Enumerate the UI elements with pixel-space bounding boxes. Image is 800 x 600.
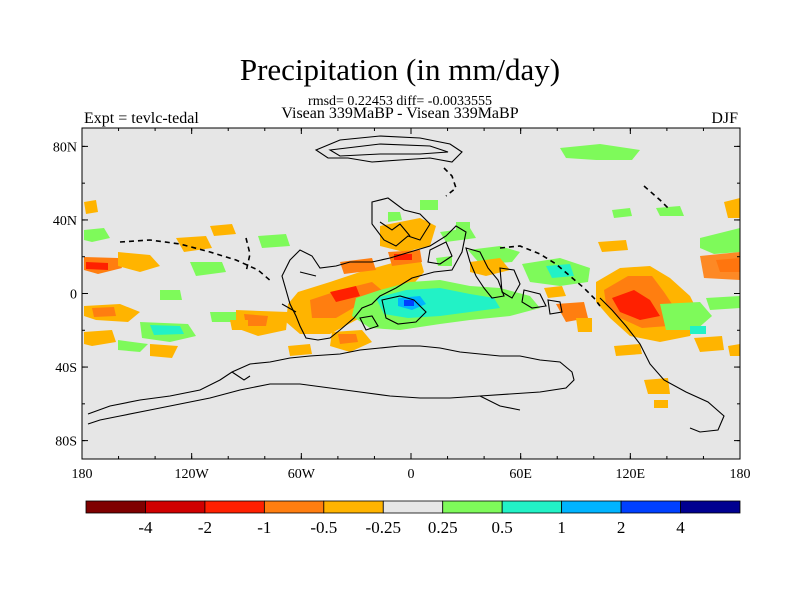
colorbar-bin [561, 500, 622, 514]
colorbar-bin [323, 500, 384, 514]
season-label: DJF [711, 110, 738, 127]
coastlines [87, 135, 725, 433]
colorbar-label: -0.25 [366, 518, 401, 537]
x-tick-label: 180 [72, 467, 93, 482]
colorbar-bin [620, 500, 681, 514]
colorbar-bin [442, 500, 503, 514]
y-axis: 80N 40N 0 40S 80S [53, 140, 740, 450]
dashed-coastlines [119, 167, 669, 307]
y-tick-label: 80N [53, 140, 77, 155]
colorbar-label: 4 [676, 518, 685, 537]
y-tick-label: 40S [55, 361, 77, 376]
colorbar-label: -4 [138, 518, 153, 537]
stats-label: rmsd= 0.22453 diff= -0.0033555 [308, 94, 492, 109]
x-tick-label: 120E [616, 467, 646, 482]
x-axis: 180 120W 60W 0 60E 120E 180 [72, 128, 751, 482]
y-tick-label: 0 [70, 288, 77, 303]
y-tick-label: 40N [53, 214, 77, 229]
x-tick-label: 60E [509, 467, 532, 482]
x-tick-label: 120W [175, 467, 210, 482]
colorbar-bin [204, 500, 265, 514]
colorbar-bin [145, 500, 206, 514]
plot-title: Precipitation (in mm/day) [239, 52, 561, 87]
colorbar-bin [501, 500, 563, 514]
subtitle: Visean 339MaBP - Visean 339MaBP [281, 105, 519, 122]
colorbar-label: 0.25 [428, 518, 458, 537]
x-tick-label: 60W [288, 467, 316, 482]
colorbar-bin [382, 500, 444, 514]
colorbar-label: -2 [198, 518, 212, 537]
anomaly-field [84, 144, 740, 408]
colorbar-bin [85, 500, 146, 514]
colorbar-label: -1 [257, 518, 271, 537]
colorbar-label: -0.5 [310, 518, 337, 537]
colorbar-label: 1 [557, 518, 566, 537]
y-tick-label: 80S [55, 435, 77, 450]
colorbar: -4 -2 -1 -0.5 -0.25 0.25 0.5 1 2 4 [85, 500, 741, 537]
colorbar-bin [263, 500, 325, 514]
x-tick-label: 0 [408, 467, 415, 482]
colorbar-label: 0.5 [492, 518, 513, 537]
experiment-label: Expt = tevlc-tedal [84, 110, 199, 127]
colorbar-bin [680, 500, 741, 514]
colorbar-label: 2 [617, 518, 626, 537]
x-tick-label: 180 [730, 467, 751, 482]
